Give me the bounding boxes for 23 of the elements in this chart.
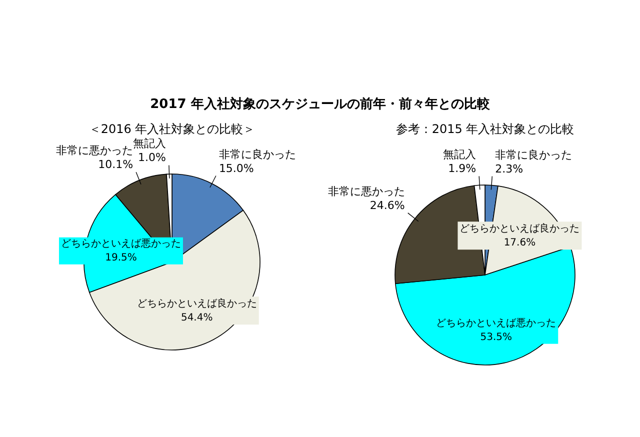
slice-label: 非常に悪かった [56, 144, 134, 158]
slice-label: 無記入 [443, 148, 476, 162]
data-label: 17.6% [504, 238, 536, 249]
slice-label: 非常に良かった [218, 148, 296, 161]
slice-label: どちらかといえば良かった [460, 222, 580, 235]
slice-label: 非常に悪かった [328, 184, 405, 198]
slice-label: どちらかといえば良かった [136, 298, 257, 310]
slice-label: どちらかといえば悪かった [436, 318, 556, 329]
chart-subtitle: ＜2016 年入社対象との比較＞ [88, 122, 256, 136]
data-label: 1.9% [448, 162, 476, 176]
data-label: 24.6% [370, 198, 405, 212]
data-label: 2.3% [495, 162, 524, 176]
slice-label: どちらかといえば悪かった [60, 238, 181, 250]
data-label: 10.1% [98, 158, 134, 172]
chart-title: 2017 年入社対象のスケジュールの前年・前々年との比較 [150, 96, 491, 112]
chart-subtitle: 参考：2015 年入社対象との比較 [396, 122, 574, 136]
data-label: 1.0% [138, 151, 166, 164]
data-label: 53.5% [480, 332, 512, 343]
data-label: 19.5% [105, 252, 137, 264]
data-label: 15.0% [218, 162, 254, 175]
data-label: 54.4% [180, 312, 213, 324]
slice-label: 無記入 [132, 137, 166, 150]
slice-label: 非常に良かった [495, 148, 572, 162]
